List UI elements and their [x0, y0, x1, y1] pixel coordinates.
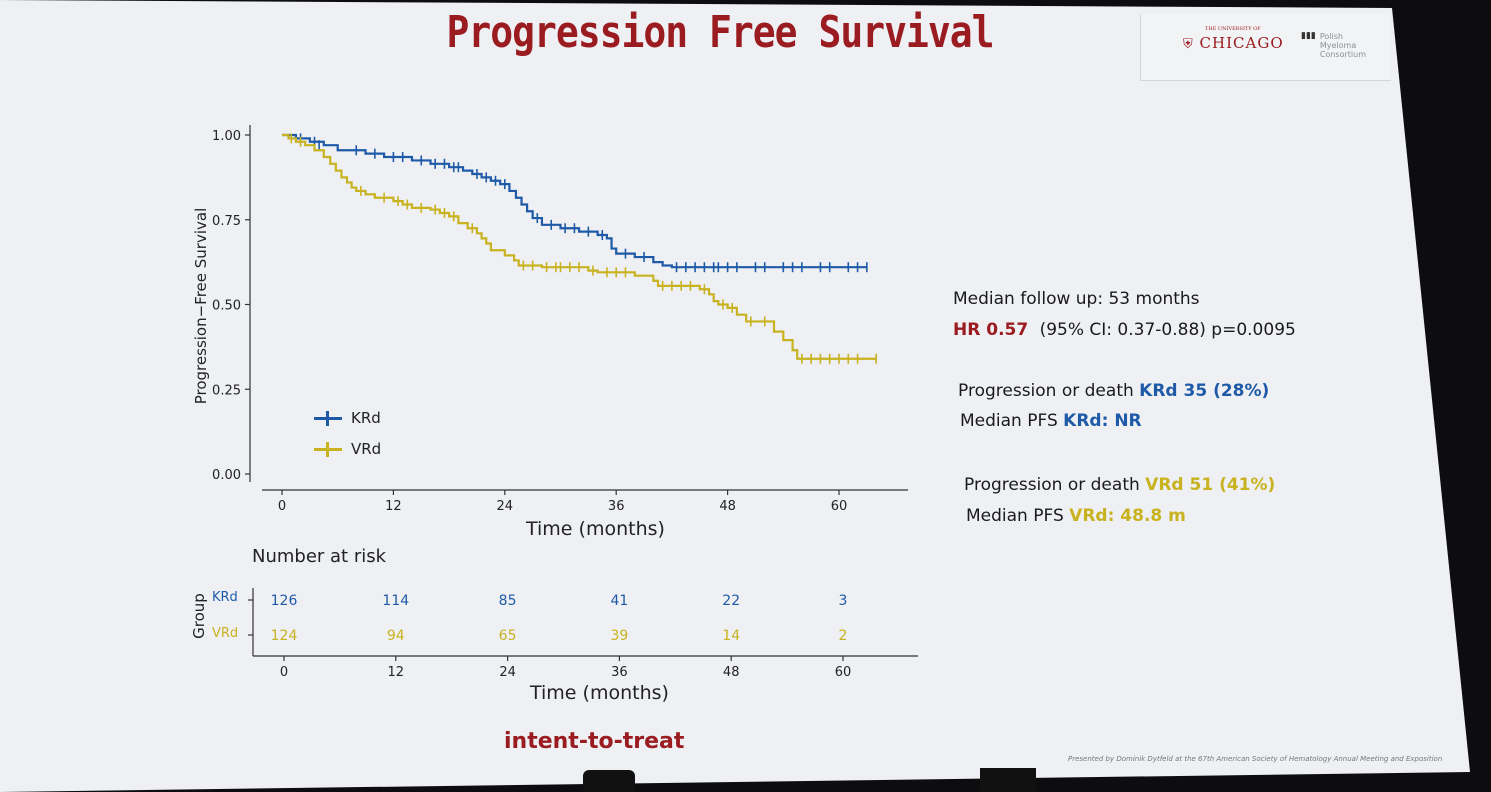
screen-mount-left [583, 770, 635, 792]
vrd-median: Median PFS VRd: 48.8 m [966, 506, 1186, 526]
risk-cell-krd-3: 41 [610, 593, 628, 609]
screen-mount-right [980, 768, 1036, 792]
y-axis-label: Progression−Free Survival [192, 207, 210, 405]
slide-title: Progression Free Survival [446, 6, 995, 58]
km-y-tick-label-1: 0.25 [212, 383, 241, 398]
risk-x-tick-label-4: 48 [723, 665, 740, 680]
hr-detail: (95% CI: 0.37-0.88) p=0.0095 [1039, 320, 1296, 340]
krd-events-prefix: Progression or death [958, 381, 1140, 401]
risk-row-label-krd: KRd [212, 590, 238, 605]
krd-median: Median PFS KRd: NR [960, 411, 1142, 431]
risk-x-axis-title: Time (months) [530, 682, 669, 704]
krd-events: Progression or death KRd 35 (28%) [958, 381, 1269, 401]
risk-x-tick-label-2: 24 [499, 665, 516, 680]
legend-symbol-krd [313, 408, 343, 428]
km-y-tick-label-2: 0.50 [212, 299, 241, 314]
logo-chicago-text: CHICAGO [1199, 34, 1284, 52]
km-y-tick-label-0: 0.00 [212, 468, 241, 483]
risk-x-tick-label-1: 12 [388, 665, 405, 680]
risk-cell-krd-2: 85 [499, 593, 517, 609]
km-x-tick-label-5: 60 [831, 499, 848, 514]
risk-table-title: Number at risk [252, 546, 387, 567]
risk-cells: 126 114 85 41 22 3 124 94 65 39 14 2 [271, 593, 848, 644]
risk-cell-vrd-1: 94 [387, 628, 405, 644]
shield-icon: ⛨ [1183, 37, 1194, 52]
group-label-wrap: Group [187, 586, 211, 646]
risk-cell-krd-1: 114 [382, 593, 409, 609]
km-x-tick-label-0: 0 [278, 499, 286, 514]
university-of-chicago-logo: THE UNIVERSITY OF ⛨ CHICAGO [1183, 26, 1284, 52]
risk-cell-vrd-4: 14 [722, 628, 740, 644]
vrd-events-prefix: Progression or death [964, 475, 1146, 495]
risk-cell-krd-0: 126 [271, 593, 298, 609]
logo-box: THE UNIVERSITY OF ⛨ CHICAGO ▮▮▮ Polish M… [1140, 14, 1391, 81]
pmc-bars-icon: ▮▮▮ [1301, 31, 1316, 41]
legend-item-krd: KRd [313, 402, 381, 433]
km-x-tick-label-3: 36 [608, 499, 625, 514]
risk-cell-krd-5: 3 [839, 593, 848, 609]
risk-axes: 0 12 24 36 48 60 [248, 588, 918, 680]
hazard-ratio: HR 0.57 (95% CI: 0.37-0.88) p=0.0095 [953, 320, 1296, 340]
pmc-line-3: Consortium [1319, 50, 1366, 59]
risk-cell-vrd-3: 39 [610, 628, 628, 644]
legend-item-vrd: VRd [313, 433, 381, 464]
median-follow-up: Median follow up: 53 months [953, 289, 1200, 309]
vrd-events-value: VRd 51 (41%) [1145, 475, 1276, 495]
krd-median-prefix: Median PFS [960, 411, 1064, 431]
risk-cell-vrd-5: 2 [839, 628, 848, 644]
km-x-axis-title: Time (months) [526, 518, 665, 540]
km-x-tick-label-4: 48 [719, 499, 736, 514]
pmc-line-2: Myeloma [1319, 41, 1357, 50]
risk-x-tick-label-5: 60 [835, 665, 852, 680]
logo-small-text: THE UNIVERSITY OF [1205, 26, 1261, 32]
km-axes: 0.00 0.25 0.50 0.75 1.00 0 12 24 36 48 60 [212, 125, 908, 514]
km-line-vrd [282, 133, 877, 360]
km-y-tick-label-3: 0.75 [212, 214, 241, 229]
risk-cell-vrd-0: 124 [271, 628, 298, 644]
polish-myeloma-consortium-logo: ▮▮▮ Polish Myeloma Consortium [1301, 31, 1366, 60]
risk-x-tick-label-0: 0 [280, 665, 288, 680]
vrd-median-prefix: Median PFS [966, 506, 1070, 526]
km-line-krd [282, 133, 867, 269]
km-x-tick-label-2: 24 [497, 499, 514, 514]
risk-cell-krd-4: 22 [722, 593, 740, 609]
km-y-tick-label-4: 1.00 [212, 129, 241, 144]
vrd-median-value: VRd: 48.8 m [1069, 506, 1186, 526]
group-label: Group [190, 593, 208, 639]
legend-symbol-vrd [313, 439, 343, 459]
risk-cell-vrd-2: 65 [499, 628, 517, 644]
y-axis-label-wrap: Progression−Free Survival [186, 120, 216, 492]
intent-to-treat-label: intent-to-treat [504, 729, 685, 754]
krd-events-value: KRd 35 (28%) [1139, 381, 1270, 401]
km-x-tick-label-1: 12 [385, 499, 402, 514]
presenter-credit: Presented by Dominik Dytfeld at the 67th… [1068, 755, 1443, 763]
krd-median-value: KRd: NR [1063, 411, 1142, 431]
risk-row-label-vrd: VRd [212, 626, 239, 641]
legend: KRd VRd [313, 402, 381, 464]
risk-x-tick-label-3: 36 [611, 665, 628, 680]
legend-label-vrd: VRd [351, 439, 382, 458]
legend-label-krd: KRd [351, 408, 381, 427]
pmc-line-1: Polish [1319, 32, 1343, 41]
hr-value: HR 0.57 [953, 320, 1029, 340]
vrd-events: Progression or death VRd 51 (41%) [964, 475, 1275, 495]
km-series [282, 133, 877, 364]
